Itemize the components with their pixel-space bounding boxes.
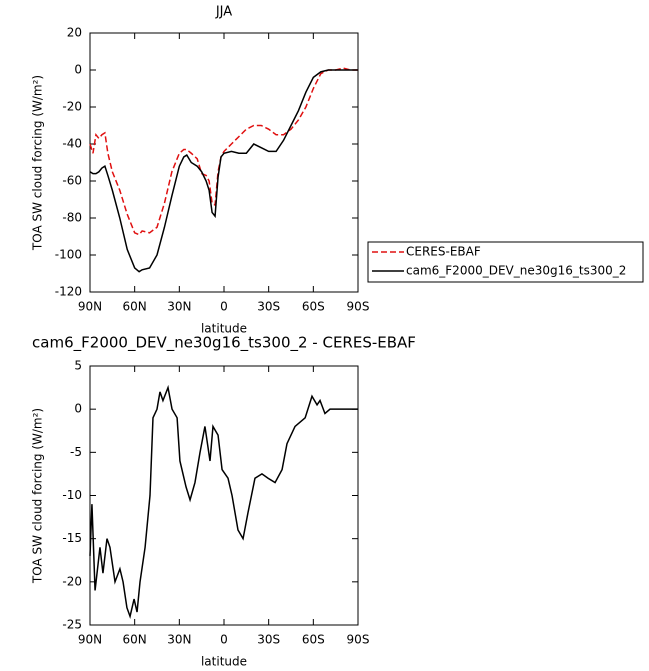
plot-frame xyxy=(89,32,359,293)
x-tick-label: 30S xyxy=(257,633,280,647)
chart-title: JJA xyxy=(215,5,232,20)
data-line xyxy=(89,69,358,273)
y-tick-label: -20 xyxy=(62,574,82,588)
x-tick-label: 30N xyxy=(167,633,191,647)
y-tick-label: -15 xyxy=(62,531,82,545)
x-axis-label: latitude xyxy=(201,655,247,669)
x-tick-label: 30S xyxy=(257,300,280,314)
legend-box xyxy=(367,241,644,283)
y-tick-label: -40 xyxy=(62,137,82,151)
y-tick-label: 0 xyxy=(74,63,82,77)
legend-label: cam6_F2000_DEV_ne30g16_ts300_2 xyxy=(406,264,626,278)
y-tick-label: 5 xyxy=(74,359,82,373)
data-line xyxy=(89,67,358,236)
y-tick-label: -80 xyxy=(62,211,82,225)
x-tick-label: 90N xyxy=(78,300,102,314)
y-axis-label: TOA SW cloud forcing (W/m²) xyxy=(31,75,45,251)
y-axis-label: TOA SW cloud forcing (W/m²) xyxy=(31,408,45,584)
y-tick-label: -100 xyxy=(55,248,82,262)
y-tick-label: -25 xyxy=(62,618,82,632)
x-tick-label: 60N xyxy=(123,300,147,314)
x-tick-label: 60S xyxy=(302,300,325,314)
x-tick-label: 0 xyxy=(220,633,228,647)
x-tick-label: 0 xyxy=(220,300,228,314)
y-tick-label: 0 xyxy=(74,402,82,416)
y-tick-label: -5 xyxy=(70,445,82,459)
y-tick-label: -120 xyxy=(55,285,82,299)
x-tick-label: 30N xyxy=(167,300,191,314)
y-tick-label: -20 xyxy=(62,100,82,114)
x-axis-label: latitude xyxy=(201,322,247,336)
x-tick-label: 90S xyxy=(347,633,370,647)
y-tick-label: 20 xyxy=(67,26,82,40)
y-tick-label: -10 xyxy=(62,488,82,502)
data-line xyxy=(89,384,358,620)
x-tick-label: 60S xyxy=(302,633,325,647)
y-tick-label: -60 xyxy=(62,174,82,188)
x-tick-label: 60N xyxy=(123,633,147,647)
legend-label: CERES-EBAF xyxy=(406,245,481,259)
x-tick-label: 90N xyxy=(78,633,102,647)
x-tick-label: 90S xyxy=(347,300,370,314)
chart-title: cam6_F2000_DEV_ne30g16_ts300_2 - CERES-E… xyxy=(32,334,416,353)
